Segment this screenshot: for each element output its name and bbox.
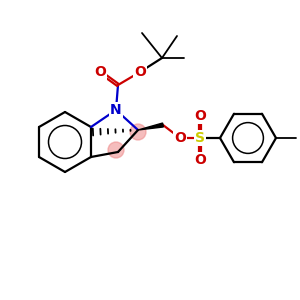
Polygon shape [138, 123, 164, 130]
Text: O: O [134, 65, 146, 79]
Text: S: S [195, 131, 205, 145]
Text: O: O [174, 131, 186, 145]
Text: N: N [110, 103, 122, 117]
Text: O: O [194, 153, 206, 167]
Circle shape [108, 142, 124, 158]
Text: O: O [94, 65, 106, 79]
Text: O: O [194, 109, 206, 123]
Circle shape [130, 124, 146, 140]
